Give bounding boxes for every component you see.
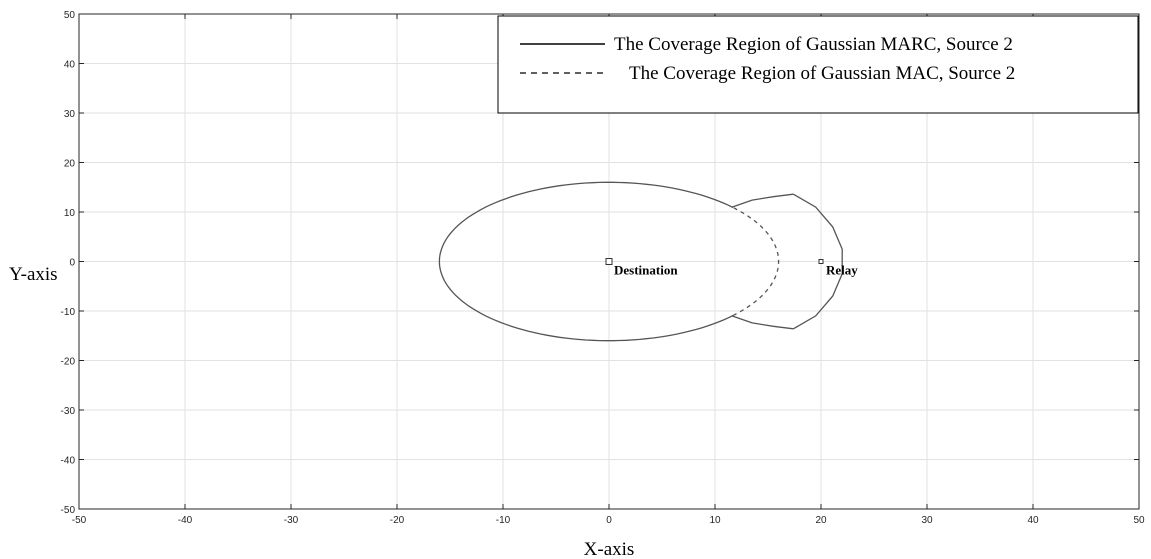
y-tick-label: -30: [61, 406, 76, 417]
x-tick-label: -20: [390, 515, 405, 526]
x-tick-label: -40: [178, 515, 193, 526]
series-line-segment: [438, 181, 734, 342]
series-mac: [732, 206, 780, 317]
series-marc: [438, 181, 843, 342]
x-tick-label: 20: [815, 515, 827, 526]
series-line-segment: [731, 193, 794, 208]
legend-label-mac: The Coverage Region of Gaussian MAC, Sou…: [629, 63, 1015, 84]
x-tick-label: 50: [1133, 515, 1145, 526]
x-tick-label: 40: [1027, 515, 1039, 526]
y-tick-label: 30: [64, 109, 76, 120]
relay-label: Relay: [826, 263, 858, 278]
x-tick-label: -50: [72, 515, 87, 526]
legend-label-marc: The Coverage Region of Gaussian MARC, So…: [614, 34, 1013, 55]
y-tick-label: 50: [64, 10, 76, 21]
y-tick-label: -20: [61, 357, 76, 368]
destination-marker: [605, 258, 613, 265]
x-tick-label: -30: [284, 515, 299, 526]
destination-label: Destination: [614, 263, 678, 278]
series-line-segment: [731, 315, 794, 330]
y-tick-label: -50: [61, 505, 76, 516]
markers: Destination Relay: [605, 258, 858, 278]
y-axis-title: Y-axis: [9, 264, 58, 285]
x-tick-label: 0: [606, 515, 612, 526]
x-tick-label: 10: [709, 515, 721, 526]
legend-box: [497, 15, 1139, 114]
legend: The Coverage Region of Gaussian MARC, So…: [497, 15, 1139, 114]
series-layer: [438, 181, 843, 342]
series-line-segment: [732, 206, 780, 317]
y-tick-label: 0: [69, 258, 75, 269]
relay-marker: [818, 259, 824, 264]
y-tick-label: 40: [64, 60, 76, 71]
y-tick-label: -10: [61, 307, 76, 318]
y-tick-label: 20: [64, 159, 76, 170]
series-line-segment: [793, 193, 843, 330]
x-tick-label: 30: [921, 515, 933, 526]
x-axis-title: X-axis: [584, 539, 635, 559]
y-tick-label: -40: [61, 456, 76, 467]
y-tick-label: 10: [64, 208, 76, 219]
x-tick-label: -10: [496, 515, 511, 526]
